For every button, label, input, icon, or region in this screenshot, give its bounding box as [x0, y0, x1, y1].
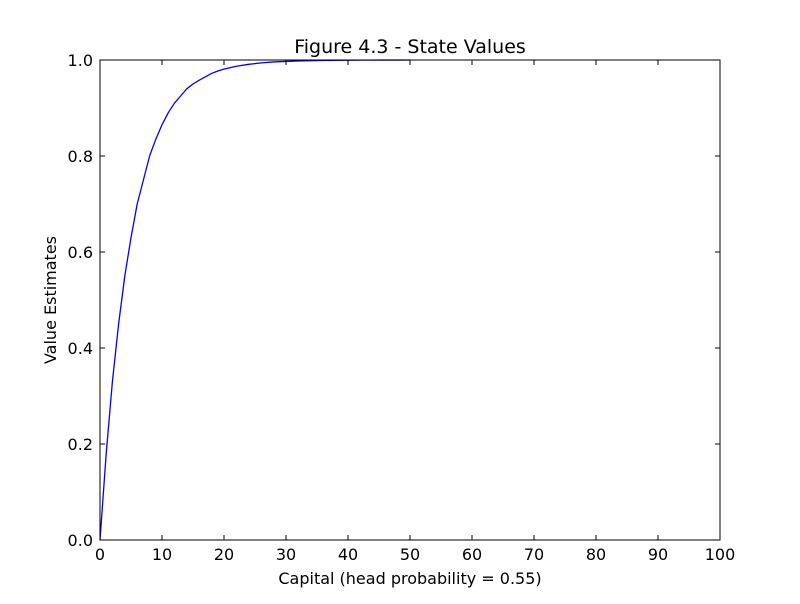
x-tick-label: 0 — [95, 545, 105, 564]
y-axis-title: Value Estimates — [41, 236, 60, 364]
chart-title: Figure 4.3 - State Values — [294, 36, 526, 58]
x-tick-label: 10 — [152, 545, 172, 564]
plot-frame — [99, 59, 721, 541]
y-tick-label: 0.2 — [68, 435, 93, 454]
x-tick-label: 30 — [276, 545, 296, 564]
x-tick-label: 60 — [462, 545, 482, 564]
x-tick-label: 100 — [705, 545, 736, 564]
y-tick-label: 0.8 — [68, 147, 93, 166]
y-tick-label: 0.6 — [68, 243, 93, 262]
plot-area: 0 10 20 30 40 50 60 70 80 90 100 0.0 0.2 0.4 0.6 0.8 1.0 — [68, 51, 736, 564]
x-tick-label: 20 — [214, 545, 234, 564]
x-tick-label: 90 — [648, 545, 668, 564]
x-axis-title: Capital (head probability = 0.55) — [278, 569, 541, 588]
x-tick-label: 40 — [338, 545, 358, 564]
y-tick-label: 0.4 — [68, 339, 93, 358]
x-tick-label: 70 — [524, 545, 544, 564]
y-tick-label: 1.0 — [68, 51, 93, 70]
x-tick-label: 80 — [586, 545, 606, 564]
y-tick-label: 0.0 — [68, 531, 93, 550]
series-line-0 — [99, 59, 411, 541]
x-tick-label: 50 — [400, 545, 420, 564]
